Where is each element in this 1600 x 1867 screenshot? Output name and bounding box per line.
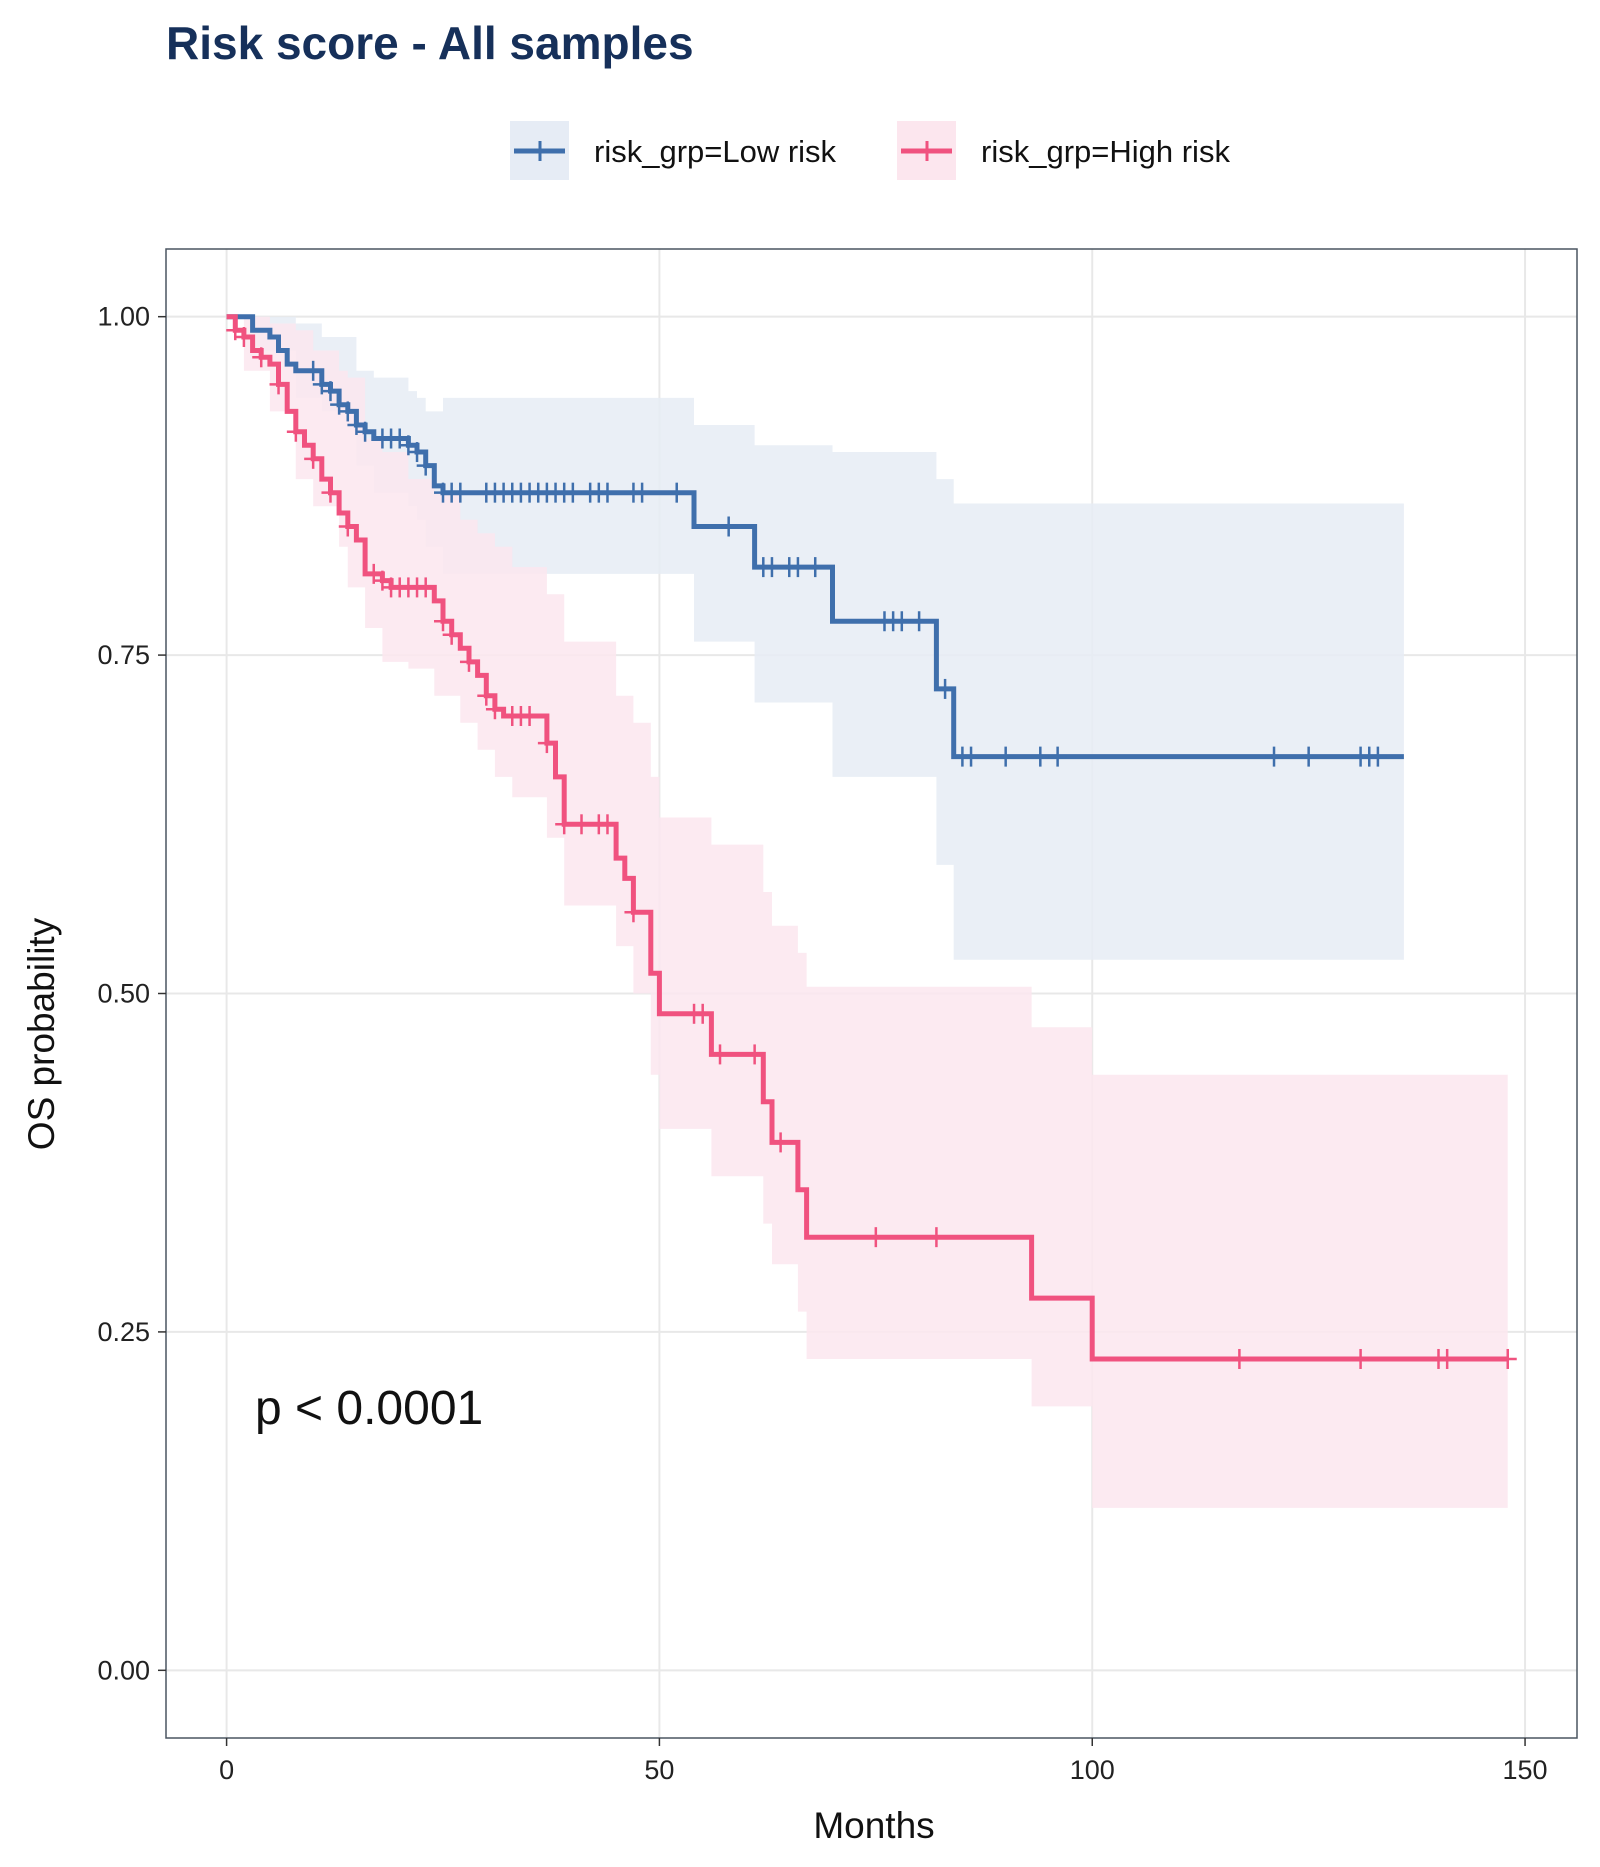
y-tick-label: 0.50 [97,979,150,1009]
p-value-annotation: p < 0.0001 [255,1382,483,1435]
y-tick-label: 0.25 [97,1317,150,1347]
y-axis-title: OS probability [21,917,62,1150]
legend-label-high-risk: risk_grp=High risk [981,134,1230,169]
x-tick-label: 0 [219,1755,234,1785]
chart-title: Risk score - All samples [166,17,694,69]
confidence-band-low-risk [226,316,1404,960]
x-axis-title: Months [813,1805,934,1846]
confidence-band-high-risk [226,316,1508,1508]
legend: risk_grp=Low risk risk_grp=High risk [510,121,1230,180]
y-tick-label: 0.75 [97,640,150,670]
confidence-bands [226,316,1508,1508]
x-tick-label: 100 [1070,1755,1115,1785]
legend-label-low-risk: risk_grp=Low risk [594,134,837,169]
censor-marks [226,320,1517,1369]
y-tick-label: 0.00 [97,1655,150,1685]
y-tick-label: 1.00 [97,302,150,332]
axes: 0.00 0.25 0.50 0.75 1.00 0 50 100 150 [97,302,1547,1785]
x-tick-label: 150 [1503,1755,1548,1785]
x-tick-label: 50 [644,1755,674,1785]
